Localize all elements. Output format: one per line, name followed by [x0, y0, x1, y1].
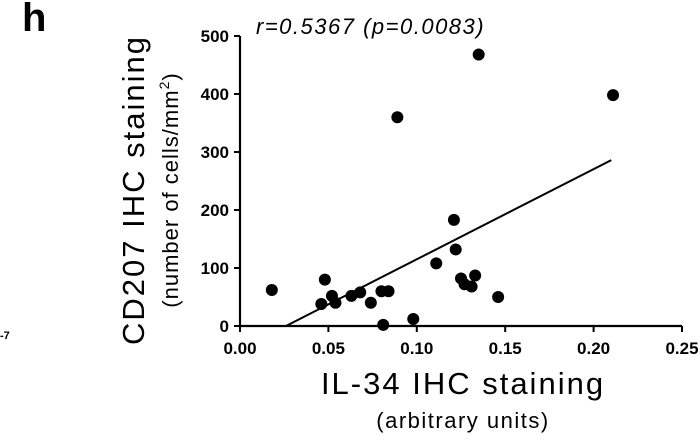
y-axis-sublabel: (number of cells/mm2) — [156, 72, 183, 307]
panel-label: h — [22, 0, 47, 40]
x-tick-label: 0.00 — [223, 339, 256, 358]
data-point — [318, 273, 331, 286]
x-axis-sublabel: (arbitrary units) — [376, 408, 549, 433]
y-tick-label: 100 — [201, 259, 229, 278]
data-point — [472, 48, 485, 61]
y-tick-label: 500 — [201, 27, 229, 46]
regression-line — [285, 159, 612, 327]
y-axis-sublabel-end: ) — [158, 72, 183, 80]
axes — [238, 36, 682, 328]
x-tick-label: 0.15 — [489, 339, 522, 358]
y-axis-sublabel-superscript: 2 — [156, 81, 172, 90]
data-point — [430, 257, 443, 270]
x-tick-label: 0.10 — [400, 339, 433, 358]
x-tick-label: 0.05 — [312, 339, 345, 358]
data-point — [607, 89, 620, 102]
x-axis-label: IL-34 IHC staining — [321, 366, 605, 401]
data-point — [377, 318, 390, 331]
y-tick-label: 200 — [201, 201, 229, 220]
data-point — [492, 291, 505, 303]
x-ticks: 0.00 0.05 0.10 0.15 0.20 0.25 — [223, 326, 699, 358]
data-point — [265, 284, 278, 297]
data-points — [265, 48, 620, 331]
corner-glyph: -7 — [0, 330, 10, 342]
data-point — [465, 280, 478, 293]
correlation-annotation: r=0.5367 (p=0.0083) — [256, 14, 485, 39]
y-ticks: 0 100 200 300 400 500 — [201, 27, 240, 336]
data-point — [391, 111, 404, 124]
x-tick-label: 0.25 — [665, 339, 698, 358]
data-point — [382, 285, 395, 298]
y-tick-label: 300 — [201, 143, 229, 162]
data-point — [407, 313, 420, 326]
y-tick-label: 0 — [220, 317, 229, 336]
y-tick-label: 400 — [201, 85, 229, 104]
x-tick-label: 0.20 — [577, 339, 610, 358]
data-point — [364, 296, 377, 309]
data-point — [469, 269, 482, 282]
data-point — [449, 243, 462, 256]
y-axis-sublabel-main: (number of cells/mm — [158, 89, 183, 307]
y-axis-label: CD207 IHC staining — [116, 35, 151, 345]
data-point — [447, 213, 460, 226]
